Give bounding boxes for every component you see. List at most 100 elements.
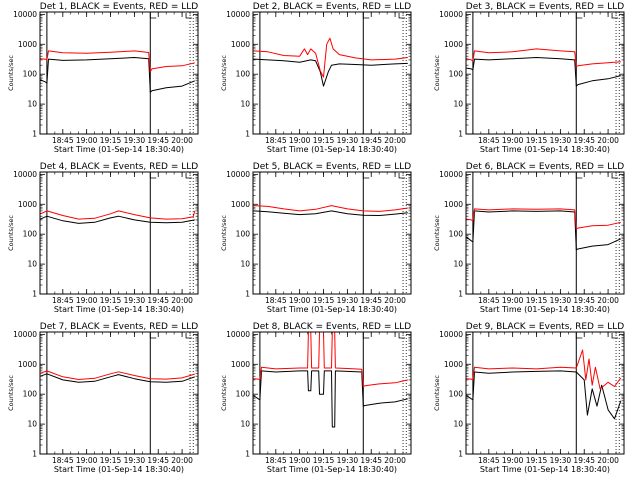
y-tick-label: 10000 <box>226 170 250 179</box>
x-axis-label: Start Time (01-Sep-14 18:30:40) <box>54 465 184 474</box>
y-tick-label: 1 <box>32 130 37 139</box>
series-events-line <box>40 57 195 93</box>
marker-bracket <box>149 13 157 19</box>
y-tick-label: 10000 <box>439 10 463 19</box>
plot-frame <box>39 11 199 135</box>
y-axis-label: Counts/sec <box>7 215 15 251</box>
series-events-line <box>253 370 408 428</box>
y-tick-label: 10000 <box>439 330 463 339</box>
series-lld-line <box>253 205 408 212</box>
y-tick-label: 10000 <box>439 170 463 179</box>
y-axis-label: Counts/sec <box>220 55 228 91</box>
y-tick-label: 1 <box>245 290 250 299</box>
y-tick-label: 1000 <box>444 40 463 49</box>
x-tick-label: 19:30 <box>550 456 572 465</box>
y-tick-label: 1000 <box>231 200 250 209</box>
y-axis-label: Counts/sec <box>7 375 15 411</box>
x-axis-label: Start Time (01-Sep-14 18:30:40) <box>267 465 397 474</box>
y-tick-label: 10000 <box>226 330 250 339</box>
plot-frame <box>465 171 625 295</box>
y-tick-label: 1000 <box>444 200 463 209</box>
y-tick-label: 1 <box>458 290 463 299</box>
x-tick-label: 19:00 <box>289 136 311 145</box>
x-tick-label: 20:00 <box>597 136 619 145</box>
y-tick-label: 10 <box>453 260 463 269</box>
x-tick-label: 19:30 <box>550 136 572 145</box>
y-tick-label: 10000 <box>13 170 37 179</box>
x-tick-label: 19:15 <box>100 456 122 465</box>
marker-bracket <box>575 13 583 19</box>
x-tick-label: 19:45 <box>147 136 169 145</box>
y-tick-label: 1000 <box>18 200 37 209</box>
chart-panel-3: Det 3, BLACK = Events, RED = LLD 1 10 100 10… <box>433 2 625 154</box>
x-axis-label: Start Time (01-Sep-14 18:30:40) <box>267 305 397 314</box>
x-tick-label: 19:30 <box>550 296 572 305</box>
x-tick-label: 19:15 <box>313 296 335 305</box>
y-tick-label: 1 <box>245 450 250 459</box>
marker-bracket <box>575 173 583 179</box>
marker-bracket <box>362 173 370 179</box>
x-tick-label: 19:15 <box>100 136 122 145</box>
plot-frame <box>252 171 412 295</box>
series-lld-line <box>40 50 195 73</box>
y-tick-label: 100 <box>23 230 38 239</box>
chart-panel-6: Det 6, BLACK = Events, RED = LLD 1 10 100 10… <box>433 162 625 314</box>
y-tick-label: 10 <box>240 260 250 269</box>
x-tick-label: 19:30 <box>337 296 359 305</box>
y-tick-label: 100 <box>449 390 464 399</box>
y-axis-label: Counts/sec <box>433 375 441 411</box>
panel-title: Det 3, BLACK = Events, RED = LLD <box>466 2 625 12</box>
x-tick-label: 18:45 <box>52 296 74 305</box>
y-axis-label: Counts/sec <box>433 55 441 91</box>
x-tick-label: 19:15 <box>526 136 548 145</box>
x-tick-label: 18:45 <box>265 296 287 305</box>
chart-panel-5: Det 5, BLACK = Events, RED = LLD 1 10 100 10… <box>220 162 412 314</box>
x-tick-label: 19:45 <box>360 456 382 465</box>
y-tick-label: 100 <box>23 70 38 79</box>
x-tick-label: 19:00 <box>289 296 311 305</box>
y-tick-label: 100 <box>236 70 251 79</box>
marker-bracket <box>362 333 370 339</box>
y-tick-label: 10000 <box>13 330 37 339</box>
x-axis-label: Start Time (01-Sep-14 18:30:40) <box>480 145 610 154</box>
x-tick-label: 20:00 <box>171 456 193 465</box>
x-tick-label: 20:00 <box>384 456 406 465</box>
x-axis-label: Start Time (01-Sep-14 18:30:40) <box>480 305 610 314</box>
y-axis-label: Counts/sec <box>220 215 228 251</box>
y-tick-label: 10 <box>27 260 37 269</box>
marker-bracket <box>611 13 619 19</box>
marker-bracket <box>611 173 619 179</box>
y-tick-label: 1 <box>32 450 37 459</box>
series-lld-line <box>466 349 622 390</box>
chart-panel-8: Det 8, BLACK = Events, RED = LLD 1 10 100 10… <box>220 322 412 474</box>
marker-bracket <box>398 173 406 179</box>
y-tick-label: 10000 <box>13 10 37 19</box>
marker-bracket <box>185 173 193 179</box>
chart-panel-1: Det 1, BLACK = Events, RED = LLD 1 10 100 10… <box>7 2 199 154</box>
series-events-line <box>40 215 195 224</box>
y-tick-label: 1000 <box>18 40 37 49</box>
chart-panel-9: Det 9, BLACK = Events, RED = LLD 1 10 100 10… <box>433 322 625 474</box>
x-tick-label: 19:15 <box>526 456 548 465</box>
y-tick-label: 1 <box>458 450 463 459</box>
x-tick-label: 18:45 <box>478 296 500 305</box>
y-axis-label: Counts/sec <box>220 375 228 411</box>
y-tick-label: 10 <box>453 420 463 429</box>
y-tick-label: 1000 <box>231 40 250 49</box>
panel-title: Det 7, BLACK = Events, RED = LLD <box>40 322 199 332</box>
x-tick-label: 20:00 <box>171 136 193 145</box>
x-tick-label: 18:45 <box>52 456 74 465</box>
x-tick-label: 19:00 <box>502 456 524 465</box>
y-tick-label: 100 <box>449 230 464 239</box>
y-tick-label: 10 <box>453 100 463 109</box>
x-tick-label: 19:45 <box>573 456 595 465</box>
marker-bracket <box>185 13 193 19</box>
y-tick-label: 1 <box>458 130 463 139</box>
marker-bracket <box>398 13 406 19</box>
series-events-line <box>466 57 621 87</box>
panel-title: Det 8, BLACK = Events, RED = LLD <box>253 322 412 332</box>
series-lld-line <box>253 331 408 387</box>
x-tick-label: 19:15 <box>100 296 122 305</box>
y-tick-label: 1 <box>245 130 250 139</box>
marker-bracket <box>362 13 370 19</box>
